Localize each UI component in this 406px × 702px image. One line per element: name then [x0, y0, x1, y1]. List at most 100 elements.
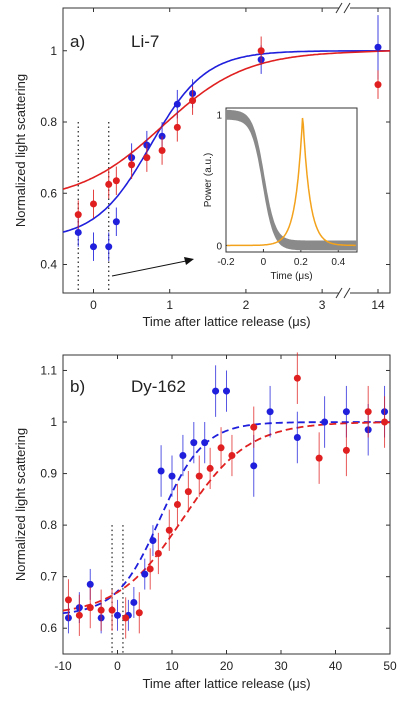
x-axis-label: Time after lattice release (μs): [142, 314, 310, 329]
panel-label: b): [70, 377, 85, 396]
x-tick-label: 20: [220, 659, 234, 673]
red-data-point: [293, 374, 301, 382]
inset-x-tick-label: 0: [261, 257, 267, 268]
inset-x-tick-label: 0.4: [331, 257, 345, 268]
inset-x-tick-label: -0.2: [217, 257, 235, 268]
red-data-point: [381, 418, 389, 426]
axis-break-mark: [343, 2, 351, 14]
red-fit-line: [62, 421, 390, 612]
blue-data-point: [223, 387, 230, 395]
x-tick-label: 3: [319, 298, 326, 312]
y-tick-label: 0.8: [40, 518, 57, 532]
y-tick-label: 1: [50, 44, 57, 58]
panel-a-frame: [62, 7, 391, 294]
red-data-point: [64, 596, 72, 604]
y-tick-label: 0.9: [40, 467, 57, 481]
blue-data-point: [179, 452, 187, 460]
red-data-point: [173, 501, 181, 508]
red-data-point: [315, 454, 323, 462]
red-data-point: [195, 472, 203, 480]
inset-y-tick-label: 0: [216, 241, 222, 252]
panel-b: -10 0 10 20 30 40 50 0.6 0.7 0.8 0.9 1 1.1 Time after…: [13, 352, 397, 691]
red-data-point: [128, 161, 136, 169]
inset-x-tick-label: 0.2: [294, 257, 308, 268]
y-tick-label: 0.8: [40, 115, 57, 129]
red-data-point: [75, 611, 83, 619]
red-data-point: [86, 604, 94, 612]
blue-data-point: [374, 43, 382, 51]
red-data-point: [250, 423, 258, 431]
blue-data-point: [112, 218, 120, 226]
y-axis-label: Normalized light scattering: [13, 428, 28, 581]
inset-arrow: [111, 260, 187, 277]
blue-data-point: [114, 611, 121, 619]
blue-fit-line: [62, 50, 391, 233]
red-data-point: [89, 200, 97, 208]
red-data-point: [154, 549, 162, 557]
inset-y-tick-label: 1: [216, 111, 222, 122]
x-tick-label: 50: [383, 659, 397, 673]
blue-data-point: [89, 243, 97, 251]
red-data-point: [374, 81, 382, 89]
blue-data-point: [130, 598, 138, 606]
blue-data-point: [266, 408, 274, 416]
inset-gray-step: [225, 109, 357, 251]
axis-break-mark: [335, 2, 343, 14]
blue-data-point: [321, 418, 329, 426]
red-data-point: [158, 147, 166, 154]
inset-arrow-head: [184, 257, 194, 265]
y-tick-label: 0.4: [40, 258, 57, 272]
red-data-point: [184, 488, 192, 496]
blue-data-point: [342, 408, 350, 416]
blue-data-point: [168, 472, 176, 480]
x-tick-label: 10: [165, 659, 179, 673]
red-data-point: [146, 565, 154, 573]
y-tick-label: 0.6: [40, 186, 57, 200]
red-data-point: [105, 180, 113, 188]
panel-title: Dy-162: [131, 377, 186, 396]
red-data-point: [143, 154, 151, 162]
x-axis-label: Time after lattice release (μs): [142, 676, 310, 691]
x-tick-label: -10: [54, 659, 72, 673]
red-data-point: [108, 606, 116, 614]
axis-break-mark: [343, 287, 351, 299]
inset-frame: [225, 107, 358, 253]
blue-data-point: [86, 580, 94, 588]
red-data-point: [135, 609, 143, 617]
red-data-point: [257, 47, 265, 55]
blue-data-point: [173, 100, 181, 108]
red-data-point: [173, 123, 181, 131]
blue-data-point: [250, 462, 258, 470]
blue-data-point: [149, 537, 157, 545]
axis-break-gap: [339, 2, 350, 14]
x-tick-label: 0: [90, 298, 97, 312]
red-data-point: [228, 452, 236, 460]
red-fit-line: [62, 50, 391, 190]
blue-data-point: [201, 439, 209, 447]
panel-label: a): [70, 32, 85, 51]
y-tick-label: 1.1: [40, 363, 57, 377]
axis-break-mark: [335, 287, 343, 299]
blue-data-point: [190, 439, 198, 447]
red-data-point: [217, 444, 225, 452]
y-axis-label: Normalized light scattering: [13, 74, 28, 227]
blue-data-point: [212, 387, 220, 395]
x-tick-label: 0: [114, 659, 121, 673]
panel-title: Li-7: [131, 32, 159, 51]
x-tick-label: 40: [329, 659, 343, 673]
x-tick-label: 2: [243, 298, 250, 312]
panel-a: 0 1 2 3 14 0.4 0.6 0.8 1 Time after lattice relea…: [13, 2, 391, 329]
red-data-point: [342, 446, 350, 454]
inset: -0.2 0 0.2 0.4 0 1 Time (μs) Power (a.u.): [203, 107, 358, 282]
x-tick-label: 14: [371, 298, 385, 312]
y-tick-label: 0.6: [40, 621, 57, 635]
red-data-point: [122, 614, 130, 622]
inset-x-axis-label: Time (μs): [270, 271, 312, 282]
blue-data-point: [157, 467, 165, 475]
blue-data-point: [141, 570, 149, 578]
red-data-point: [364, 408, 372, 416]
blue-data-point: [74, 228, 82, 236]
blue-data-point: [293, 433, 301, 441]
